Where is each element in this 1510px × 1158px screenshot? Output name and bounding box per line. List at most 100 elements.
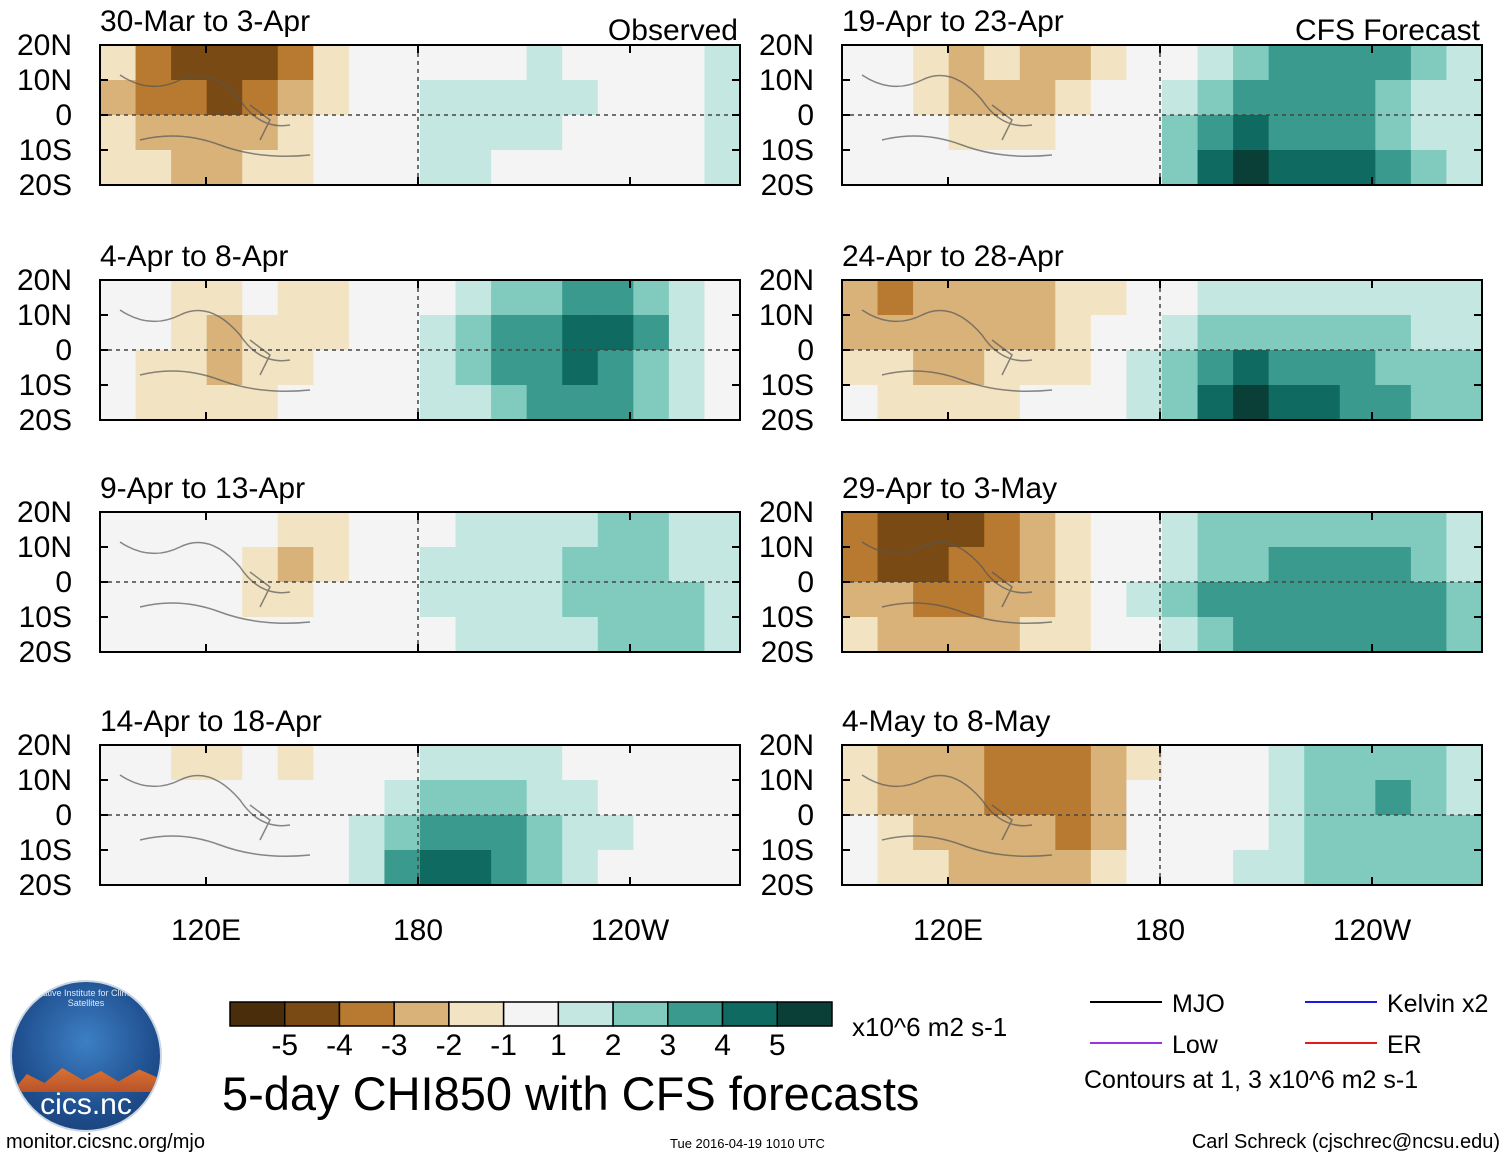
anomaly-cell bbox=[842, 150, 879, 186]
anomaly-cell bbox=[100, 350, 137, 386]
anomaly-cell bbox=[455, 512, 492, 548]
anomaly-cell bbox=[135, 115, 172, 151]
anomaly-cell bbox=[1304, 582, 1341, 618]
anomaly-cell bbox=[384, 512, 421, 548]
anomaly-cell bbox=[384, 385, 421, 421]
anomaly-cell bbox=[1197, 350, 1234, 386]
anomaly-cell bbox=[842, 512, 879, 548]
anomaly-cell bbox=[1162, 45, 1199, 81]
y-tick-label: 20N bbox=[17, 496, 72, 529]
anomaly-cell bbox=[384, 150, 421, 186]
anomaly-cell bbox=[277, 350, 314, 386]
anomaly-cell bbox=[100, 780, 137, 816]
anomaly-cell bbox=[526, 745, 563, 781]
anomaly-cell bbox=[491, 512, 528, 548]
anomaly-cell bbox=[313, 315, 350, 351]
coastline bbox=[119, 309, 311, 392]
anomaly-cell bbox=[1090, 850, 1128, 886]
anomaly-cell bbox=[171, 547, 208, 583]
anomaly-cell bbox=[277, 815, 314, 851]
anomaly-cell bbox=[1339, 617, 1376, 653]
anomaly-cell bbox=[1197, 80, 1234, 116]
anomaly-cell bbox=[633, 280, 670, 316]
anomaly-cell bbox=[1375, 745, 1412, 781]
anomaly-cell bbox=[1126, 280, 1163, 316]
anomaly-cell bbox=[384, 45, 421, 81]
anomaly-cell bbox=[597, 547, 634, 583]
anomaly-cell bbox=[1268, 547, 1305, 583]
anomaly-cell bbox=[597, 150, 634, 186]
x-tick-label: 120W bbox=[591, 914, 670, 947]
anomaly-cell bbox=[1375, 280, 1412, 316]
anomaly-cell bbox=[668, 780, 706, 816]
y-tick-label: 10N bbox=[17, 531, 72, 564]
anomaly-cell bbox=[1233, 115, 1270, 151]
anomaly-cell bbox=[171, 617, 208, 653]
anomaly-cell bbox=[1233, 280, 1270, 316]
anomaly-cell bbox=[948, 582, 985, 618]
anomaly-cell bbox=[1055, 745, 1092, 781]
anomaly-cell bbox=[1410, 315, 1448, 351]
anomaly-cell bbox=[913, 547, 950, 583]
anomaly-cell bbox=[1197, 115, 1234, 151]
anomaly-cell bbox=[842, 115, 879, 151]
anomaly-cell bbox=[526, 80, 563, 116]
anomaly-cell bbox=[1410, 385, 1448, 421]
anomaly-cell bbox=[1197, 512, 1234, 548]
anomaly-cell bbox=[1410, 115, 1448, 151]
anomaly-cell bbox=[1090, 815, 1128, 851]
anomaly-cell bbox=[313, 582, 350, 618]
x-tick-label: 120W bbox=[1333, 914, 1412, 947]
anomaly-cell bbox=[1019, 780, 1056, 816]
anomaly-cell bbox=[242, 745, 279, 781]
anomaly-cell bbox=[1446, 582, 1483, 618]
colorbar-tick-label: 3 bbox=[659, 1029, 676, 1062]
anomaly-cell bbox=[1055, 815, 1092, 851]
coastline bbox=[119, 774, 311, 857]
y-tick-label: 20N bbox=[759, 29, 814, 62]
anomaly-cell bbox=[420, 745, 457, 781]
anomaly-cell bbox=[171, 315, 208, 351]
anomaly-cell bbox=[1339, 850, 1376, 886]
anomaly-cell bbox=[1090, 45, 1128, 81]
anomaly-cell bbox=[526, 385, 563, 421]
anomaly-cell bbox=[1410, 350, 1448, 386]
y-tick-label: 10N bbox=[759, 299, 814, 332]
anomaly-cell bbox=[1339, 45, 1376, 81]
anomaly-cell bbox=[633, 850, 670, 886]
anomaly-cell bbox=[948, 745, 985, 781]
colorbar-tick-label: -2 bbox=[436, 1029, 463, 1062]
footer-url[interactable]: monitor.cicsnc.org/mjo bbox=[6, 1131, 205, 1153]
y-tick-label: 20S bbox=[761, 169, 814, 202]
anomaly-cell bbox=[526, 617, 563, 653]
anomaly-cell bbox=[348, 815, 386, 851]
anomaly-cell bbox=[526, 115, 563, 151]
panel-tag: Observed bbox=[608, 14, 738, 47]
anomaly-cell bbox=[384, 115, 421, 151]
anomaly-cell bbox=[1410, 780, 1448, 816]
anomaly-cell bbox=[1055, 315, 1092, 351]
panel-title: 30-Mar to 3-Apr bbox=[100, 5, 310, 38]
anomaly-cell bbox=[1375, 80, 1412, 116]
anomaly-cell bbox=[100, 45, 137, 81]
anomaly-cell bbox=[597, 512, 634, 548]
x-tick-label: 180 bbox=[1135, 914, 1185, 947]
y-tick-label: 0 bbox=[55, 799, 72, 832]
anomaly-cell bbox=[277, 315, 314, 351]
colorbar-tick-label: -1 bbox=[490, 1029, 517, 1062]
footer-author[interactable]: Carl Schreck (cjschrec@ncsu.edu) bbox=[1191, 1131, 1500, 1153]
anomaly-cell bbox=[1019, 80, 1056, 116]
anomaly-cell bbox=[1126, 815, 1163, 851]
anomaly-cell bbox=[1090, 385, 1128, 421]
anomaly-cell bbox=[455, 815, 492, 851]
y-tick-label: 20N bbox=[759, 496, 814, 529]
anomaly-cell bbox=[313, 45, 350, 81]
anomaly-cell bbox=[1268, 512, 1305, 548]
anomaly-cell bbox=[562, 115, 599, 151]
anomaly-cell bbox=[277, 780, 314, 816]
y-tick-label: 10S bbox=[19, 369, 72, 402]
anomaly-cell bbox=[1055, 385, 1092, 421]
anomaly-cell bbox=[1126, 512, 1163, 548]
anomaly-cell bbox=[420, 617, 457, 653]
anomaly-cell bbox=[1162, 547, 1199, 583]
